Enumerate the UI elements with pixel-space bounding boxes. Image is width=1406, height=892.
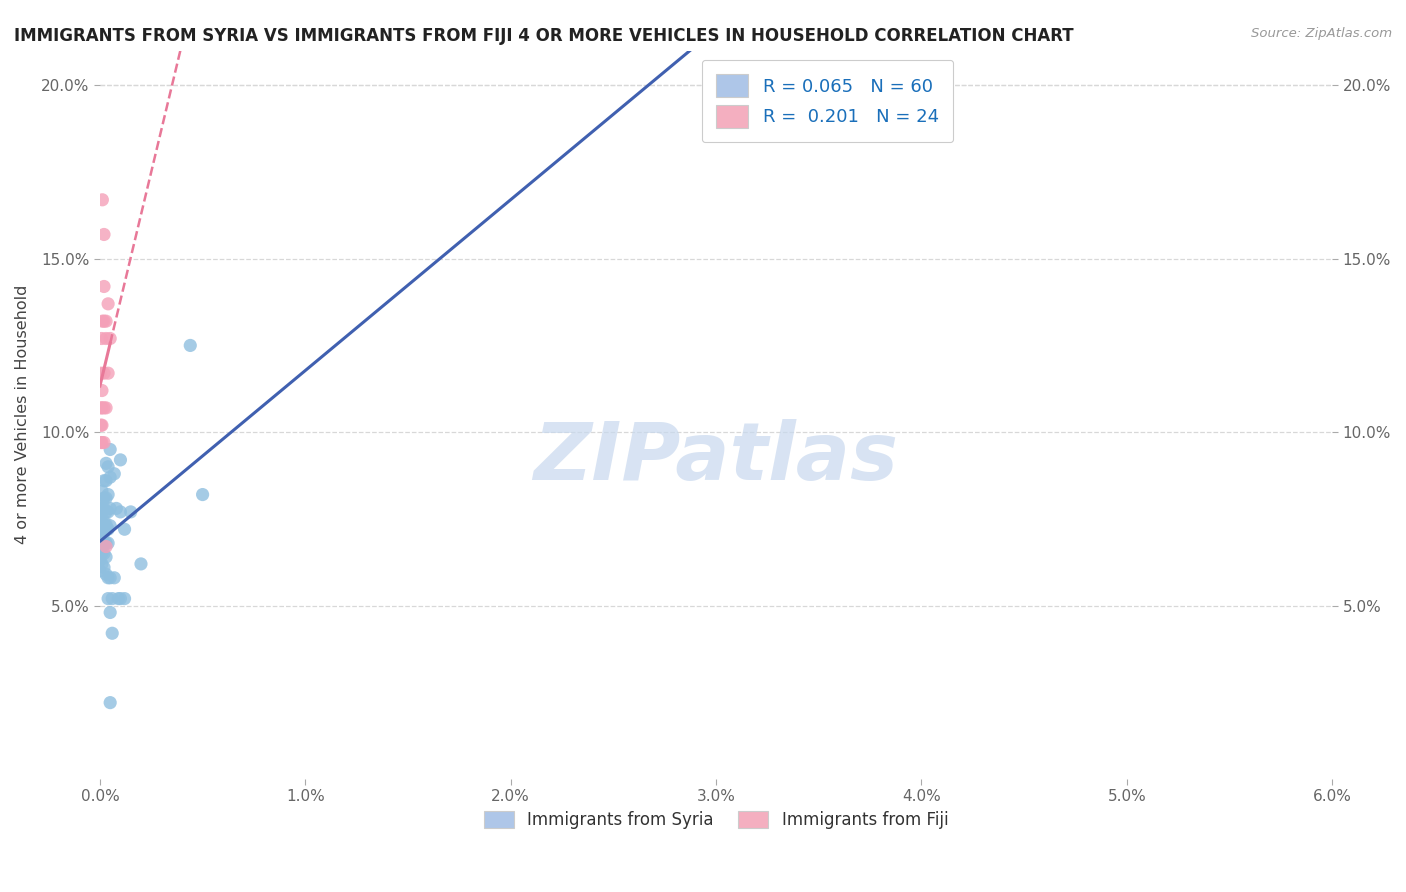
Point: [129, 557, 152, 571]
Point: [97, 487, 120, 501]
Text: Source: ZipAtlas.com: Source: ZipAtlas.com: [1251, 27, 1392, 40]
Point: [90, 435, 112, 450]
Point: [98, 501, 121, 516]
Point: [94, 540, 117, 554]
Point: [91, 484, 114, 499]
Point: [94, 314, 117, 328]
Point: [103, 571, 125, 585]
Point: [110, 505, 132, 519]
Point: [97, 522, 120, 536]
Point: [91, 193, 114, 207]
Point: [94, 331, 117, 345]
Point: [91, 314, 114, 328]
Point: [91, 505, 114, 519]
Point: [98, 696, 121, 710]
Point: [93, 525, 115, 540]
Point: [90, 331, 112, 345]
Y-axis label: 4 or more Vehicles in Household: 4 or more Vehicles in Household: [15, 285, 30, 544]
Point: [91, 401, 114, 415]
Point: [93, 401, 115, 415]
Point: [94, 567, 117, 582]
Point: [91, 494, 114, 508]
Point: [93, 547, 115, 561]
Point: [94, 474, 117, 488]
Point: [94, 456, 117, 470]
Point: [94, 536, 117, 550]
Legend: Immigrants from Syria, Immigrants from Fiji: Immigrants from Syria, Immigrants from F…: [477, 805, 955, 836]
Point: [93, 501, 115, 516]
Point: [97, 297, 120, 311]
Point: [93, 491, 115, 505]
Point: [110, 453, 132, 467]
Point: [94, 518, 117, 533]
Point: [120, 505, 142, 519]
Point: [93, 314, 115, 328]
Point: [97, 536, 120, 550]
Point: [101, 626, 124, 640]
Point: [94, 401, 117, 415]
Point: [89, 564, 111, 578]
Point: [93, 435, 115, 450]
Point: [91, 516, 114, 530]
Point: [94, 505, 117, 519]
Point: [98, 331, 121, 345]
Point: [89, 522, 111, 536]
Point: [93, 366, 115, 380]
Point: [97, 571, 120, 585]
Point: [105, 501, 128, 516]
Point: [89, 543, 111, 558]
Point: [90, 418, 112, 433]
Point: [91, 557, 114, 571]
Point: [114, 522, 136, 536]
Text: ZIPatlas: ZIPatlas: [533, 419, 898, 498]
Point: [93, 227, 115, 242]
Point: [98, 442, 121, 457]
Point: [94, 549, 117, 564]
Point: [179, 338, 201, 352]
Point: [91, 547, 114, 561]
Point: [89, 536, 111, 550]
Point: [114, 591, 136, 606]
Point: [90, 401, 112, 415]
Point: [97, 591, 120, 606]
Point: [90, 366, 112, 380]
Point: [91, 522, 114, 536]
Point: [97, 366, 120, 380]
Point: [89, 553, 111, 567]
Point: [89, 529, 111, 543]
Point: [93, 560, 115, 574]
Point: [98, 470, 121, 484]
Point: [93, 279, 115, 293]
Point: [91, 435, 114, 450]
Point: [93, 536, 115, 550]
Point: [89, 518, 111, 533]
Point: [91, 384, 114, 398]
Point: [98, 571, 121, 585]
Point: [97, 459, 120, 474]
Point: [89, 516, 111, 530]
Point: [110, 591, 132, 606]
Point: [93, 516, 115, 530]
Point: [191, 487, 214, 501]
Point: [97, 505, 120, 519]
Point: [98, 606, 121, 620]
Point: [103, 467, 125, 481]
Point: [93, 474, 115, 488]
Point: [89, 501, 111, 516]
Point: [91, 533, 114, 547]
Point: [94, 491, 117, 505]
Point: [89, 508, 111, 523]
Text: IMMIGRANTS FROM SYRIA VS IMMIGRANTS FROM FIJI 4 OR MORE VEHICLES IN HOUSEHOLD CO: IMMIGRANTS FROM SYRIA VS IMMIGRANTS FROM…: [14, 27, 1074, 45]
Point: [107, 591, 129, 606]
Point: [101, 591, 124, 606]
Point: [98, 518, 121, 533]
Point: [91, 418, 114, 433]
